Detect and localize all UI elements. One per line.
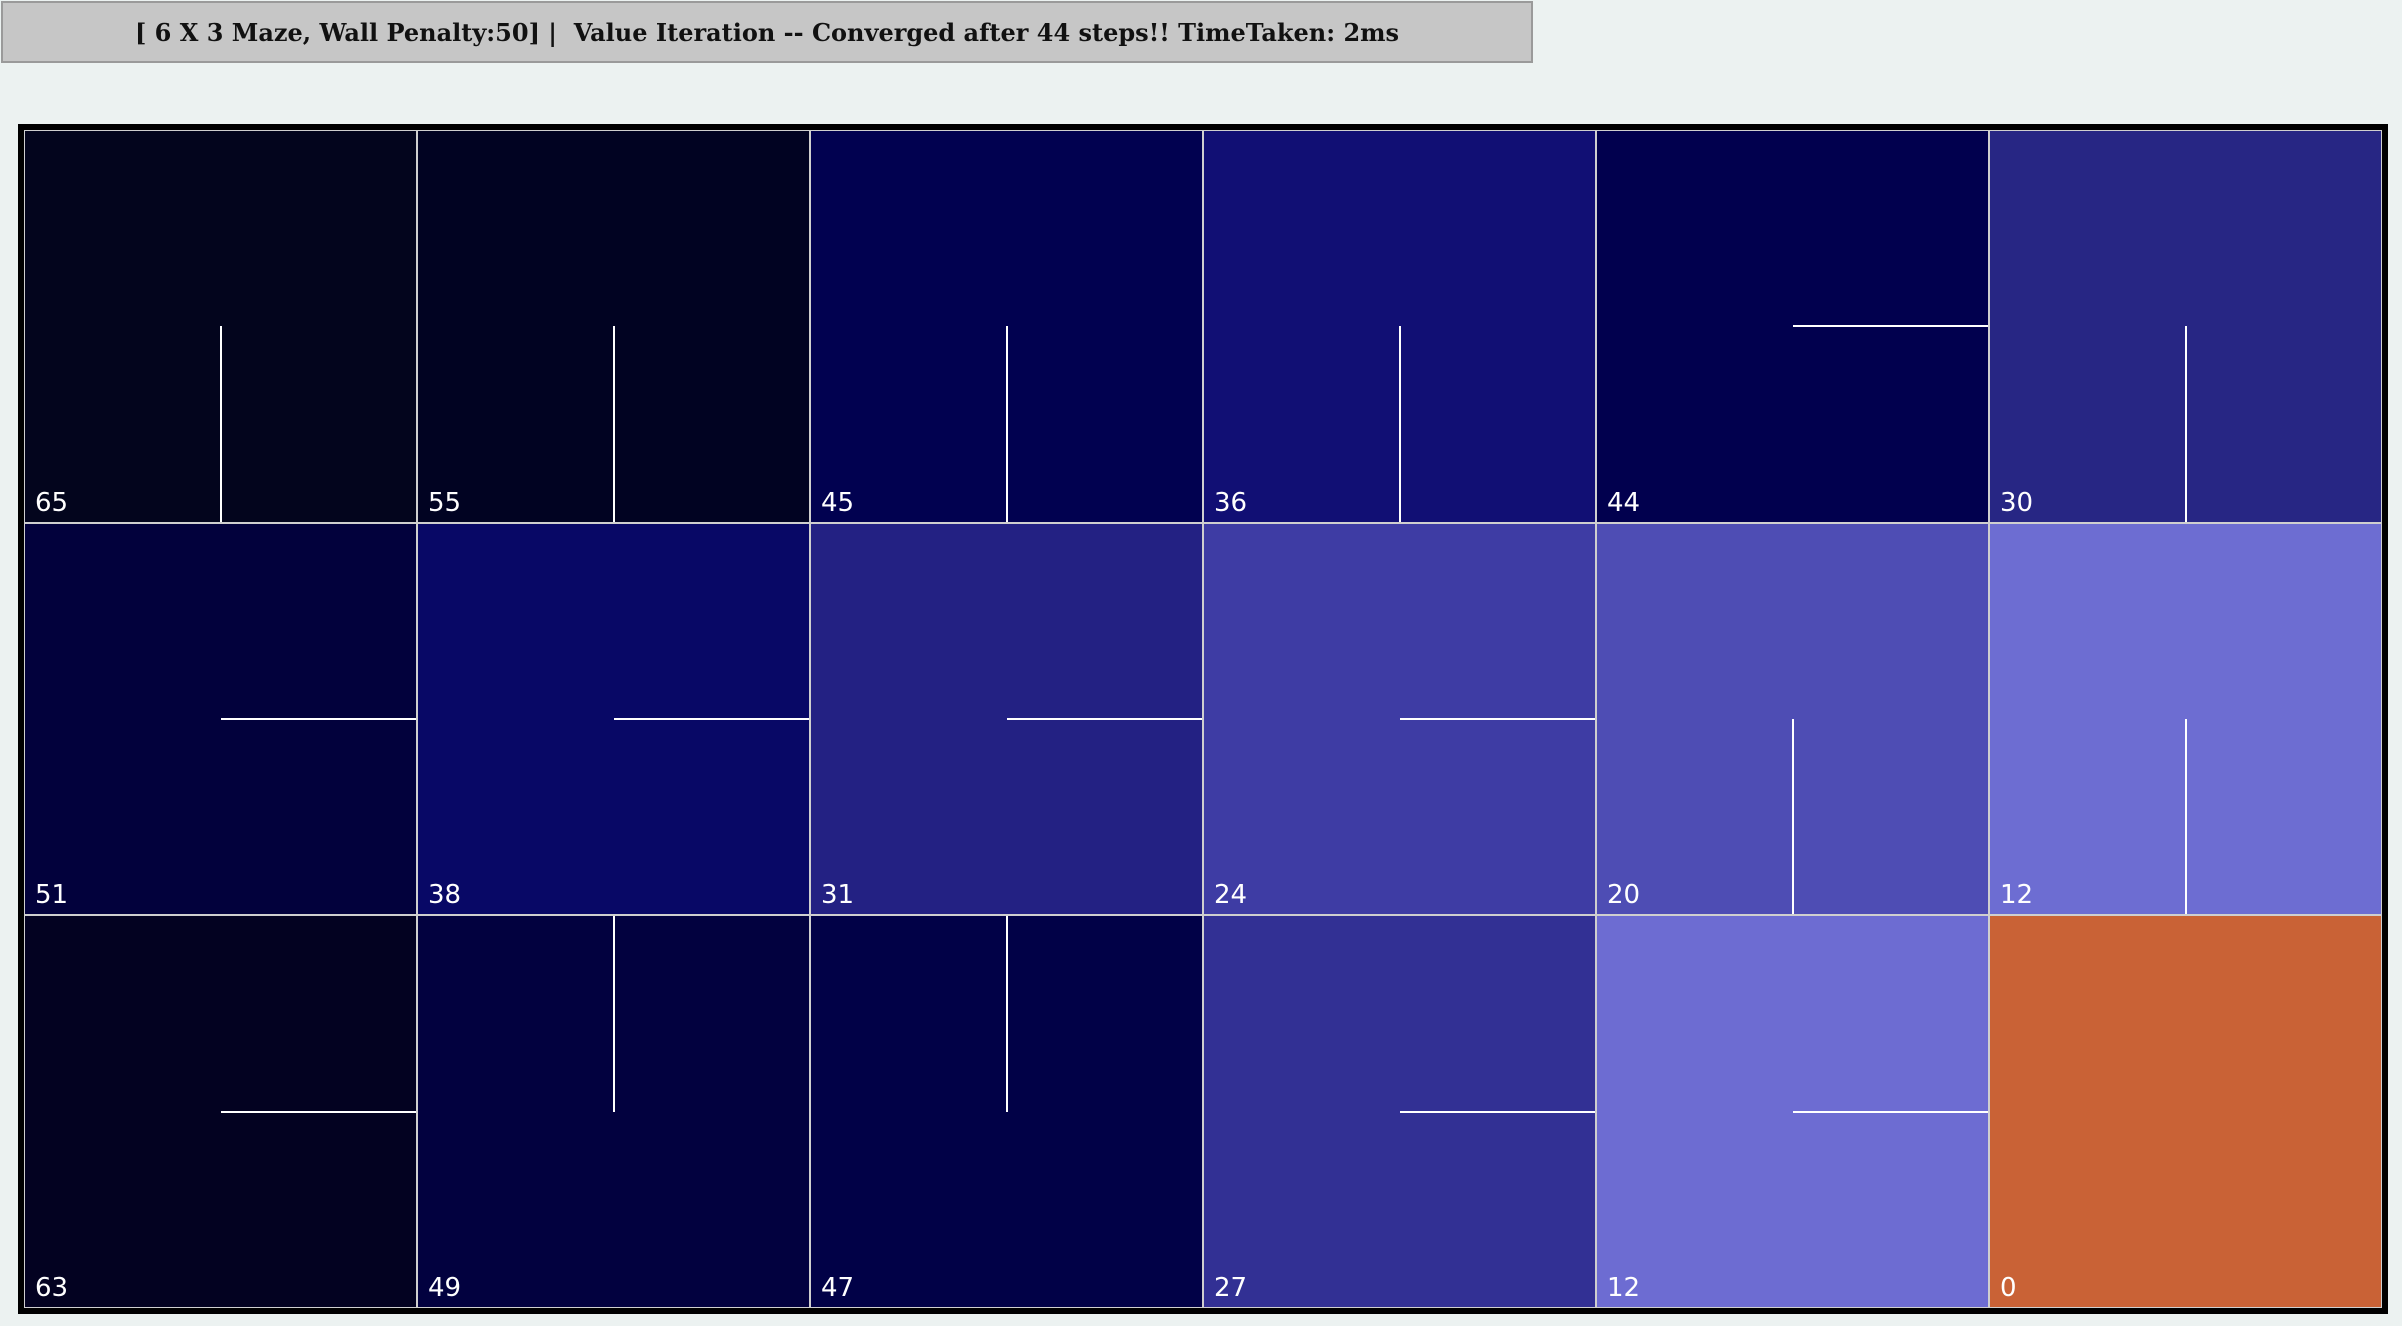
maze-cell: 45 [810, 130, 1203, 523]
policy-arrow-right [1399, 1110, 1595, 1113]
cell-value: 65 [35, 487, 69, 518]
policy-arrow-down [2184, 718, 2187, 915]
cell-value: 36 [1214, 487, 1248, 518]
maze-cell: 38 [417, 522, 810, 916]
maze-cell: 0 [1989, 915, 2382, 1308]
maze-cell: 24 [1203, 522, 1596, 916]
cell-value: 49 [428, 1272, 462, 1303]
policy-arrow-down [1398, 326, 1401, 522]
cell-value: 55 [428, 487, 462, 518]
cell-value: 63 [35, 1272, 69, 1303]
cell-value: 38 [428, 880, 462, 911]
maze-cell: 65 [24, 130, 417, 523]
cell-value: 12 [2000, 880, 2034, 911]
maze-grid: 65 55 45 36 44 30 51 38 31 24 20 12 63 49 47 27 12 0 [18, 124, 2388, 1314]
policy-arrow-down [219, 326, 222, 522]
cell-value: 45 [821, 487, 855, 518]
cell-value: 30 [2000, 487, 2034, 518]
maze-cell: 55 [417, 130, 810, 523]
policy-arrow-down [1791, 718, 1794, 915]
cell-value: 20 [1607, 880, 1641, 911]
maze-cell: 63 [24, 915, 417, 1308]
maze-cell: 12 [1596, 915, 1989, 1308]
policy-arrow-right [1399, 717, 1595, 720]
policy-arrow-right [1006, 717, 1202, 720]
title-bar: [ 6 X 3 Maze, Wall Penalty:50] | Value I… [1, 1, 1533, 63]
maze-cell: 30 [1989, 130, 2382, 523]
title-text: [ 6 X 3 Maze, Wall Penalty:50] | Value I… [134, 17, 1400, 47]
policy-arrow-right [613, 717, 809, 720]
maze-cell: 12 [1989, 522, 2382, 916]
cell-value: 24 [1214, 880, 1248, 911]
maze-cell: 20 [1596, 522, 1989, 916]
policy-arrow-down [612, 326, 615, 522]
cell-value: 51 [35, 880, 69, 911]
cell-value: 44 [1607, 487, 1641, 518]
cell-value: 0 [2000, 1272, 2017, 1303]
cell-value: 31 [821, 880, 855, 911]
policy-arrow-down [1005, 326, 1008, 522]
maze-cell: 27 [1203, 915, 1596, 1308]
policy-arrow-down [2184, 326, 2187, 522]
maze-cell: 51 [24, 522, 417, 916]
cell-value: 47 [821, 1272, 855, 1303]
policy-arrow-right [1792, 325, 1988, 328]
policy-arrow-right [1792, 1110, 1988, 1113]
maze-cell: 47 [810, 915, 1203, 1308]
maze-cell: 31 [810, 522, 1203, 916]
policy-arrow-right [220, 717, 416, 720]
maze-cell: 44 [1596, 130, 1989, 523]
cell-value: 12 [1607, 1272, 1641, 1303]
policy-arrow-right [220, 1110, 416, 1113]
policy-arrow-up [1005, 916, 1008, 1112]
maze-cell: 36 [1203, 130, 1596, 523]
cell-value: 27 [1214, 1272, 1248, 1303]
maze-cell: 49 [417, 915, 810, 1308]
policy-arrow-up [612, 916, 615, 1112]
